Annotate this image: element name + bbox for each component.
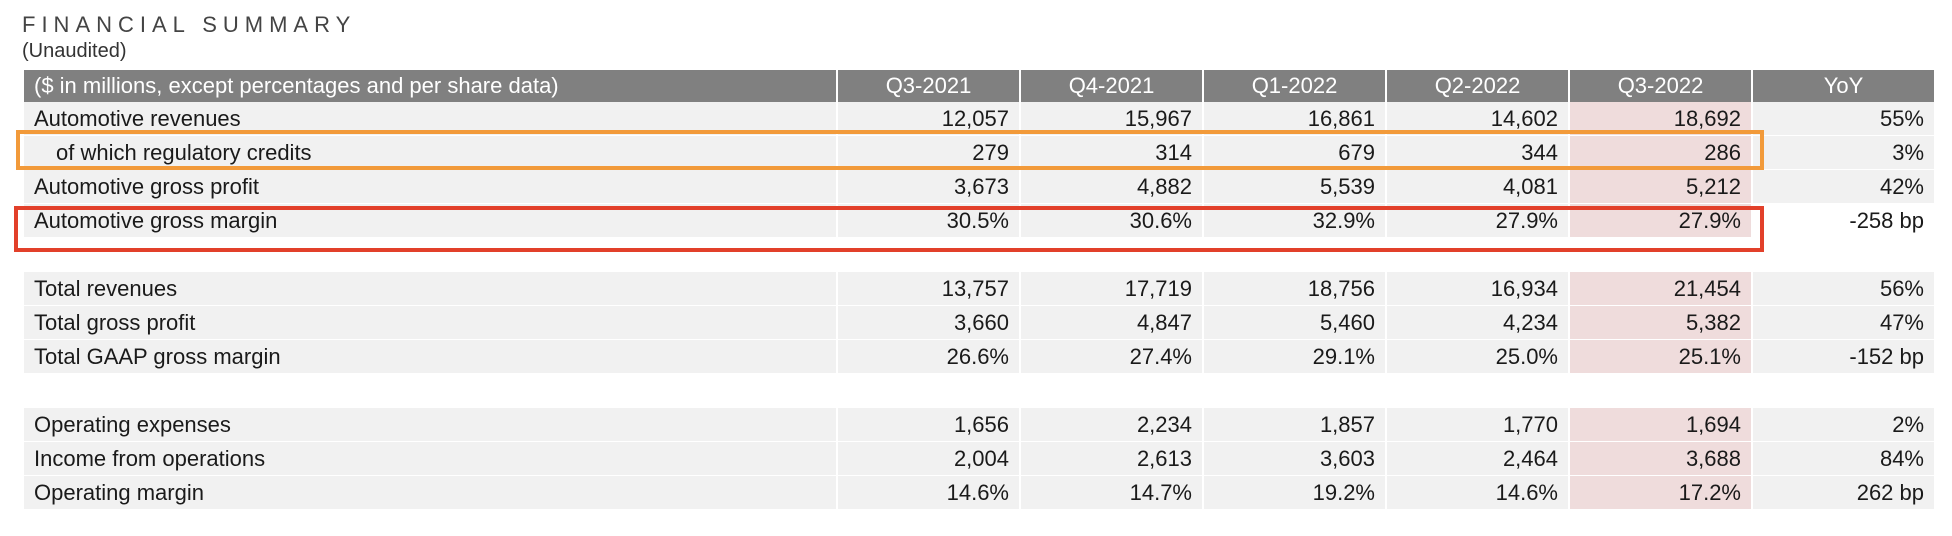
row-label: Operating margin (24, 476, 836, 510)
cell-value: 2,234 (1021, 408, 1202, 442)
spacer-cell (24, 374, 1934, 408)
cell-value: 25.0% (1387, 340, 1568, 374)
column-header: Q4-2021 (1021, 70, 1202, 102)
cell-value: 2,464 (1387, 442, 1568, 476)
column-header: Q3-2021 (838, 70, 1019, 102)
cell-value: 26.6% (838, 340, 1019, 374)
cell-value-yoy: 47% (1753, 306, 1934, 340)
table-row: Automotive gross margin 30.5% 30.6% 32.9… (24, 204, 1934, 238)
cell-value: 14.7% (1021, 476, 1202, 510)
cell-value-yoy: 56% (1753, 272, 1934, 306)
cell-value-yoy: 42% (1753, 170, 1934, 204)
cell-value: 1,656 (838, 408, 1019, 442)
cell-value: 1,770 (1387, 408, 1568, 442)
cell-value-yoy: -152 bp (1753, 340, 1934, 374)
cell-value-yoy: 55% (1753, 102, 1934, 136)
row-label: Total GAAP gross margin (24, 340, 836, 374)
column-header: Q3-2022 (1570, 70, 1751, 102)
row-label: of which regulatory credits (56, 139, 312, 165)
table-row: Total gross profit 3,660 4,847 5,460 4,2… (24, 306, 1934, 340)
cell-value: 27.4% (1021, 340, 1202, 374)
cell-value: 2,004 (838, 442, 1019, 476)
cell-value: 30.5% (838, 204, 1019, 238)
cell-value: 14.6% (838, 476, 1019, 510)
table-row: Operating expenses 1,656 2,234 1,857 1,7… (24, 408, 1934, 442)
row-label: Total gross profit (24, 306, 836, 340)
row-label-cell: of which regulatory credits (24, 136, 836, 170)
cell-value: 4,882 (1021, 170, 1202, 204)
cell-value: 30.6% (1021, 204, 1202, 238)
cell-value-highlighted: 27.9% (1570, 204, 1751, 238)
cell-value: 344 (1387, 136, 1568, 170)
cell-value: 15,967 (1021, 102, 1202, 136)
cell-value: 3,660 (838, 306, 1019, 340)
cell-value: 16,861 (1204, 102, 1385, 136)
column-header: Q2-2022 (1387, 70, 1568, 102)
cell-value: 18,756 (1204, 272, 1385, 306)
table-row: Total GAAP gross margin 26.6% 27.4% 29.1… (24, 340, 1934, 374)
column-header: YoY (1753, 70, 1934, 102)
cell-value-yoy: 84% (1753, 442, 1934, 476)
spacer-row (24, 374, 1934, 408)
cell-value: 29.1% (1204, 340, 1385, 374)
cell-value: 2,613 (1021, 442, 1202, 476)
cell-value: 679 (1204, 136, 1385, 170)
cell-value-yoy: 3% (1753, 136, 1934, 170)
cell-value: 14.6% (1387, 476, 1568, 510)
row-label: Operating expenses (24, 408, 836, 442)
cell-value-highlighted: 286 (1570, 136, 1751, 170)
row-label: Automotive gross margin (24, 204, 836, 238)
table-row: Total revenues 13,757 17,719 18,756 16,9… (24, 272, 1934, 306)
cell-value-highlighted: 5,212 (1570, 170, 1751, 204)
cell-value-highlighted: 17.2% (1570, 476, 1751, 510)
cell-value-highlighted: 5,382 (1570, 306, 1751, 340)
cell-value-highlighted: 1,694 (1570, 408, 1751, 442)
cell-value: 1,857 (1204, 408, 1385, 442)
cell-value-yoy: -258 bp (1753, 204, 1934, 238)
row-label: Income from operations (24, 442, 836, 476)
cell-value-highlighted: 18,692 (1570, 102, 1751, 136)
table-row: of which regulatory credits 279 314 679 … (24, 136, 1934, 170)
spacer-row (24, 238, 1934, 272)
row-label: Total revenues (24, 272, 836, 306)
cell-value-yoy: 262 bp (1753, 476, 1934, 510)
cell-value: 32.9% (1204, 204, 1385, 238)
spacer-cell (24, 238, 1934, 272)
table-row: Automotive revenues 12,057 15,967 16,861… (24, 102, 1934, 136)
row-label: Automotive gross profit (24, 170, 836, 204)
cell-value: 16,934 (1387, 272, 1568, 306)
table-header-row: ($ in millions, except percentages and p… (24, 70, 1934, 102)
column-header: Q1-2022 (1204, 70, 1385, 102)
row-label: Automotive revenues (24, 102, 836, 136)
cell-value: 314 (1021, 136, 1202, 170)
table-row: Automotive gross profit 3,673 4,882 5,53… (24, 170, 1934, 204)
header-label: ($ in millions, except percentages and p… (24, 70, 836, 102)
page-subtitle: (Unaudited) (22, 40, 127, 62)
cell-value: 14,602 (1387, 102, 1568, 136)
cell-value: 12,057 (838, 102, 1019, 136)
cell-value: 5,460 (1204, 306, 1385, 340)
cell-value: 279 (838, 136, 1019, 170)
table-row: Income from operations 2,004 2,613 3,603… (24, 442, 1934, 476)
cell-value-yoy: 2% (1753, 408, 1934, 442)
cell-value-highlighted: 3,688 (1570, 442, 1751, 476)
cell-value: 19.2% (1204, 476, 1385, 510)
cell-value: 4,234 (1387, 306, 1568, 340)
financial-summary-table: ($ in millions, except percentages and p… (22, 70, 1936, 510)
cell-value-highlighted: 25.1% (1570, 340, 1751, 374)
cell-value: 5,539 (1204, 170, 1385, 204)
cell-value: 3,603 (1204, 442, 1385, 476)
cell-value-highlighted: 21,454 (1570, 272, 1751, 306)
cell-value: 4,847 (1021, 306, 1202, 340)
cell-value: 4,081 (1387, 170, 1568, 204)
cell-value: 13,757 (838, 272, 1019, 306)
cell-value: 3,673 (838, 170, 1019, 204)
table-row: Operating margin 14.6% 14.7% 19.2% 14.6%… (24, 476, 1934, 510)
cell-value: 27.9% (1387, 204, 1568, 238)
page-title: FINANCIAL SUMMARY (22, 12, 357, 37)
cell-value: 17,719 (1021, 272, 1202, 306)
